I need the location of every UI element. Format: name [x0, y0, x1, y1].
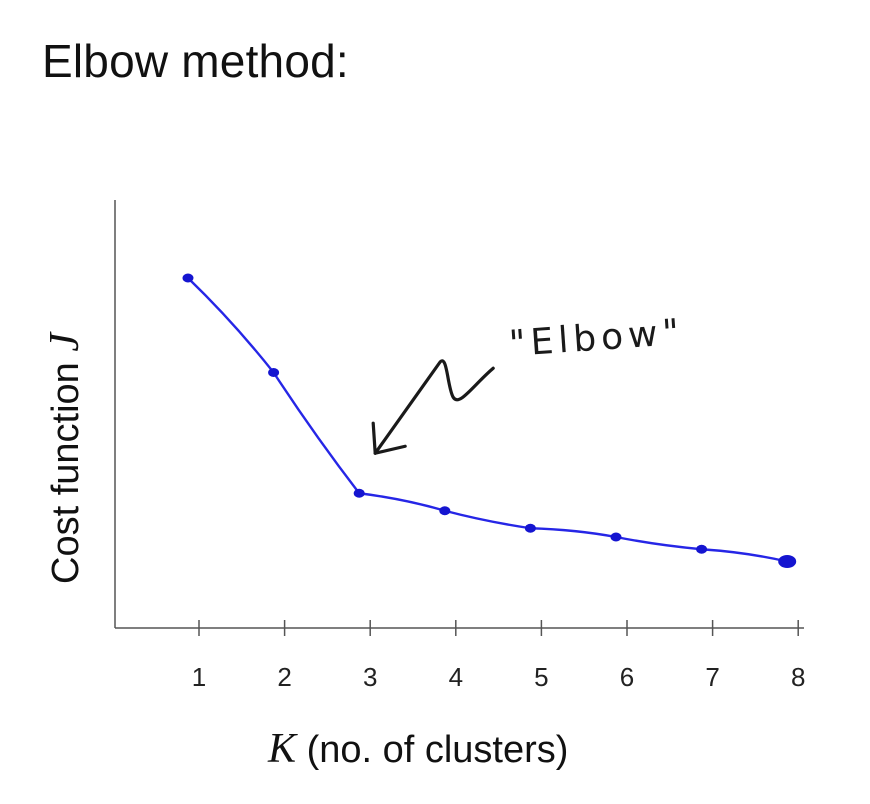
x-tick-label: 6: [620, 662, 634, 692]
x-tick-label: 8: [791, 662, 805, 692]
x-tick-label: 2: [277, 662, 291, 692]
y-axis-label-text: Cost function: [45, 352, 87, 584]
y-axis-variable: J: [42, 331, 88, 352]
x-axis-variable: K: [267, 726, 298, 772]
data-point: [610, 532, 622, 542]
x-tick-label: 1: [192, 662, 206, 692]
x-tick-label: 7: [705, 662, 719, 692]
elbow-arrow-icon: [373, 359, 495, 455]
data-point: [778, 555, 797, 568]
x-tick-label: 3: [363, 662, 377, 692]
series-line-cost: [186, 276, 789, 563]
y-axis-label: Cost function J: [42, 331, 88, 584]
x-axis-label-rest: (no. of clusters): [296, 729, 568, 771]
data-point: [182, 273, 194, 283]
elbow-arrowhead-icon: [371, 421, 407, 455]
slide-title: Elbow method:: [42, 35, 349, 87]
elbow-annotation: "Elbow": [371, 312, 686, 455]
data-point: [439, 506, 451, 516]
elbow-annotation-label: "Elbow": [508, 312, 686, 365]
x-axis-label: K (no. of clusters): [267, 726, 568, 772]
x-ticks-group: [198, 620, 799, 636]
x-tick-labels-group: 1 2 3 4 5 6 7 8: [192, 662, 806, 692]
axes-group: [114, 200, 804, 629]
data-point: [524, 523, 536, 533]
data-point: [696, 544, 708, 554]
data-point: [353, 488, 365, 498]
data-point: [268, 368, 280, 377]
x-tick-label: 4: [449, 662, 463, 692]
x-tick-label: 5: [534, 662, 548, 692]
series-points-group: [182, 273, 797, 568]
